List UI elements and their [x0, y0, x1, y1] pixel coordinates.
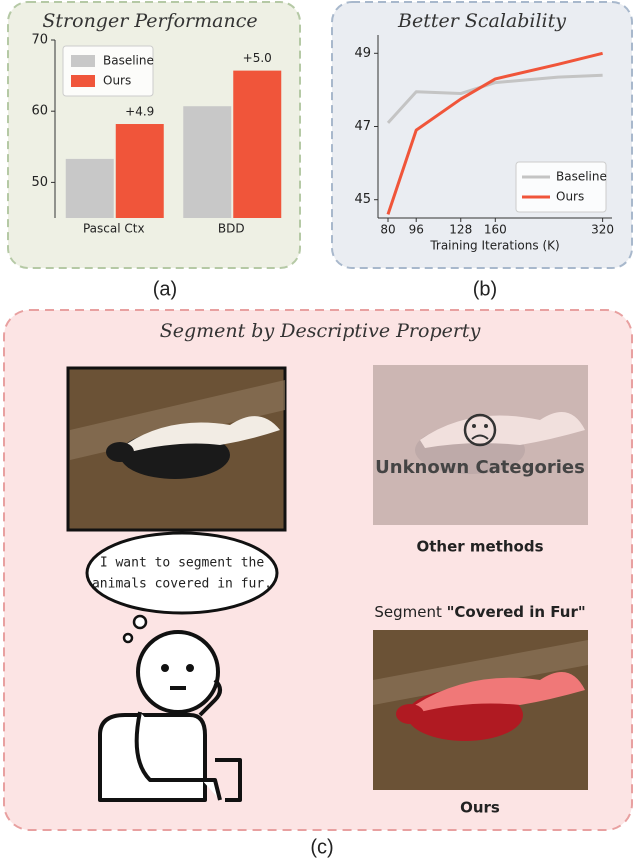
- bar: [233, 70, 282, 218]
- panel-label: (a): [153, 278, 177, 300]
- legend-swatch: [71, 55, 95, 67]
- caption: Ours: [460, 799, 500, 817]
- y-tick-label: 70: [31, 33, 48, 48]
- speech-text: animals covered in fur.: [92, 577, 272, 592]
- x-axis-label: Training Iterations (K): [429, 239, 559, 253]
- legend-label: Baseline: [103, 54, 154, 68]
- y-tick-label: 60: [31, 104, 48, 119]
- speech-text: I want to segment the: [100, 556, 265, 571]
- legend-label: Ours: [556, 190, 584, 204]
- thinking-figure: [98, 630, 242, 802]
- y-tick-label: 50: [31, 175, 48, 190]
- panel-b: [331, 1, 633, 269]
- y-tick-label: 47: [354, 119, 371, 134]
- caption-prefix: Segment: [374, 603, 442, 621]
- legend-label: Ours: [103, 74, 131, 88]
- panel-label: (b): [473, 278, 497, 300]
- legend-swatch: [71, 75, 95, 87]
- photo-segmented: [373, 630, 588, 790]
- y-tick-label: 49: [354, 46, 371, 61]
- x-tick-label: 80: [380, 223, 395, 237]
- x-tick-label: 96: [409, 223, 424, 237]
- caption-query: "Covered in Fur": [447, 603, 586, 621]
- x-tick-label: 128: [449, 223, 472, 237]
- x-tick-label: 320: [591, 223, 614, 237]
- x-tick-label: BDD: [218, 222, 245, 236]
- annotation: +5.0: [243, 51, 272, 65]
- legend-box: [515, 161, 607, 213]
- x-tick-label: Pascal Ctx: [83, 222, 145, 236]
- bar: [115, 124, 164, 218]
- photo: [66, 366, 287, 532]
- panel-title: Segment by Descriptive Property: [160, 320, 481, 342]
- caption: Other methods: [416, 538, 543, 556]
- photo-faded: [373, 365, 588, 525]
- annotation: +4.9: [125, 105, 154, 119]
- chart-title: Stronger Performance: [42, 10, 257, 32]
- y-tick-label: 45: [354, 192, 371, 207]
- panel-label: (c): [310, 836, 333, 858]
- caption: Segment "Covered in Fur": [374, 603, 585, 621]
- overlay-text: Unknown Categories: [375, 457, 585, 478]
- x-tick-label: 160: [484, 223, 507, 237]
- speech-bubble: [85, 531, 279, 644]
- chart-title: Better Scalability: [397, 10, 566, 32]
- line: [386, 51, 603, 215]
- bar: [65, 158, 114, 218]
- legend-label: Baseline: [556, 170, 607, 184]
- bar: [183, 106, 232, 218]
